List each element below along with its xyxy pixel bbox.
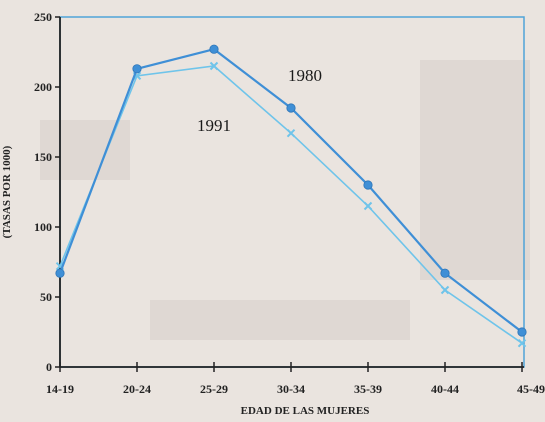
data-point-1980: [363, 180, 373, 190]
data-point-1991: [363, 201, 373, 211]
background-bleed: [40, 60, 530, 340]
series-label-1980: 1980: [288, 66, 322, 85]
y-tick-label: 0: [46, 360, 52, 374]
x-tick-label: 45-49: [517, 382, 545, 396]
y-axis-title: (TASAS POR 1000): [1, 145, 13, 238]
data-point-1980: [132, 64, 142, 74]
x-axis-title: EDAD DE LAS MUJERES: [241, 405, 370, 417]
data-point-1991: [440, 285, 450, 295]
x-tick-label: 14-19: [46, 382, 74, 396]
y-tick-label: 100: [34, 220, 52, 234]
y-axis-ticks: 0 50 100 150 200 250: [34, 10, 60, 374]
data-point-1991: [209, 61, 219, 71]
x-tick-label: 30-34: [277, 382, 305, 396]
data-point-1980: [440, 268, 450, 278]
series-layer: [55, 44, 527, 348]
y-tick-label: 150: [34, 150, 52, 164]
data-point-1980: [209, 44, 219, 54]
y-tick-label: 200: [34, 80, 52, 94]
x-tick-label: 25-29: [200, 382, 228, 396]
x-tick-label: 35-39: [354, 382, 382, 396]
data-point-1991: [517, 338, 527, 348]
x-tick-label: 40-44: [431, 382, 459, 396]
x-axis-ticks: 14-19 20-24 25-29 30-34 35-39 40-44 45-49: [46, 362, 545, 396]
data-point-1991: [286, 128, 296, 138]
series-label-1991: 1991: [197, 116, 231, 135]
data-point-1980: [517, 327, 527, 337]
y-tick-label: 50: [40, 290, 52, 304]
y-tick-label: 250: [34, 10, 52, 24]
data-point-1980: [286, 103, 296, 113]
x-tick-label: 20-24: [123, 382, 151, 396]
data-point-1980: [55, 268, 65, 278]
